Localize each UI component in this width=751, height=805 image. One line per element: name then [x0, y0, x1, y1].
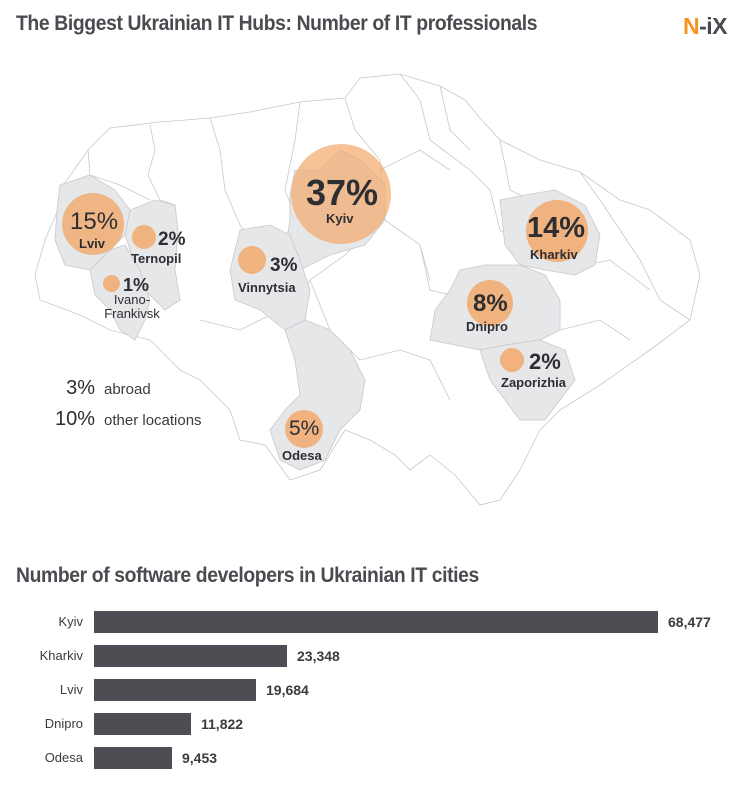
bubble-vinnytsia: [238, 246, 266, 274]
hub-percent: 2%: [158, 229, 186, 250]
hub-city: Dnipro: [466, 319, 508, 334]
bar-row-odesa: Odesa 9,453: [0, 747, 751, 769]
bar-value: 19,684: [266, 682, 309, 698]
hub-percent: 14%: [527, 212, 586, 244]
hub-city: Kharkiv: [530, 247, 578, 262]
bubble-zaporizhia: [500, 348, 524, 372]
bubble-kharkiv: [526, 200, 588, 262]
bubble-odesa: [285, 410, 323, 448]
bubble-lviv: [62, 193, 124, 255]
hub-percent: 2%: [529, 349, 561, 374]
bubble-ternopil: [132, 225, 156, 249]
hub-city: Kyiv: [326, 211, 354, 226]
hub-percent: 5%: [289, 417, 320, 440]
bar: [94, 747, 172, 769]
logo-accent: N: [683, 13, 700, 39]
hub-percent: 15%: [70, 208, 119, 235]
bar-row-kharkiv: Kharkiv 23,348: [0, 645, 751, 667]
bubble-kyiv: [291, 144, 391, 244]
bar-value: 68,477: [668, 614, 711, 630]
bar-row-dnipro: Dnipro 11,822: [0, 713, 751, 735]
hub-city: Ternopil: [131, 251, 182, 266]
hub-percent: 3%: [270, 255, 298, 276]
bar-label: Lviv: [59, 682, 83, 697]
hub-city: Ivano- Frankivsk: [104, 292, 160, 321]
legend-abroad-label: abroad: [104, 381, 151, 398]
bar: [94, 645, 287, 667]
bar-row-lviv: Lviv 19,684: [0, 679, 751, 701]
page-title: The Biggest Ukrainian IT Hubs: Number of…: [16, 12, 538, 35]
bar-chart-title: Number of software developers in Ukraini…: [16, 564, 479, 587]
logo-text: -iX: [699, 13, 728, 39]
hub-percent: 37%: [306, 172, 379, 213]
bar: [94, 679, 256, 701]
legend-other-percent: 10%: [54, 408, 95, 430]
legend-abroad-percent: 3%: [66, 377, 95, 399]
hub-percent: 8%: [473, 290, 508, 317]
bar-value: 11,822: [201, 716, 244, 732]
hub-city: Lviv: [79, 236, 106, 251]
bar-label: Kyiv: [58, 614, 83, 629]
bar-label: Kharkiv: [39, 648, 83, 663]
hub-city: Zaporizhia: [501, 375, 567, 390]
bar-row-kyiv: Kyiv 68,477: [0, 611, 751, 633]
bubble-ivano-frankivsk: [103, 275, 120, 292]
n-ix-logo: N-iX: [683, 13, 728, 40]
ukraine-map: 37% Kyiv 15% Lviv 14% Kharkiv 8% Dnipro …: [0, 60, 751, 520]
hub-percent: 1%: [123, 275, 150, 295]
bar-label: Odesa: [44, 750, 83, 765]
legend-other-label: other locations: [104, 412, 202, 429]
bar-value: 23,348: [297, 648, 340, 664]
bar-label: Dnipro: [44, 716, 83, 731]
bar-value: 9,453: [182, 750, 218, 766]
bubble-dnipro: [467, 280, 513, 326]
hub-city: Vinnytsia: [238, 280, 296, 295]
bar: [94, 611, 658, 633]
bar: [94, 713, 191, 735]
hub-city: Odesa: [282, 448, 322, 463]
